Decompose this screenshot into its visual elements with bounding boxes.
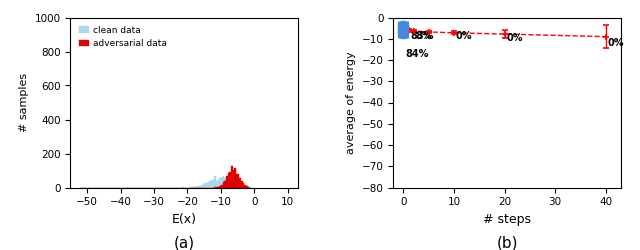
- Bar: [229, 180, 231, 188]
- Bar: [214, 187, 216, 188]
- Bar: [201, 185, 202, 188]
- Bar: [248, 187, 250, 188]
- Bar: [206, 183, 207, 188]
- Text: 0%: 0%: [456, 31, 472, 41]
- Bar: [236, 174, 237, 188]
- Bar: [241, 185, 243, 188]
- Bar: [246, 186, 248, 188]
- X-axis label: E(x): E(x): [172, 213, 196, 226]
- Bar: [211, 180, 212, 188]
- Bar: [234, 168, 236, 188]
- Bar: [224, 181, 226, 188]
- Bar: [207, 182, 209, 188]
- Bar: [244, 186, 246, 188]
- Bar: [232, 170, 234, 188]
- Bar: [194, 187, 196, 188]
- Bar: [243, 186, 244, 188]
- Bar: [239, 178, 241, 188]
- Bar: [246, 186, 248, 188]
- Bar: [216, 187, 218, 188]
- Bar: [218, 187, 220, 188]
- Bar: [221, 177, 223, 188]
- Bar: [196, 186, 198, 188]
- Bar: [248, 187, 250, 188]
- Bar: [232, 182, 234, 188]
- Text: 8%: 8%: [415, 31, 432, 41]
- Bar: [214, 176, 216, 188]
- Y-axis label: average of energy: average of energy: [346, 51, 356, 154]
- Bar: [193, 187, 194, 188]
- Bar: [236, 185, 237, 188]
- Bar: [221, 184, 223, 188]
- Bar: [198, 186, 199, 188]
- Bar: [202, 184, 204, 188]
- Bar: [216, 181, 218, 188]
- Bar: [209, 182, 211, 188]
- Bar: [189, 187, 191, 188]
- Text: 0%: 0%: [506, 34, 523, 43]
- Bar: [231, 182, 232, 188]
- Bar: [199, 186, 201, 188]
- Bar: [226, 180, 228, 188]
- Text: 84%: 84%: [405, 50, 428, 59]
- Bar: [237, 183, 239, 188]
- Bar: [237, 174, 239, 188]
- Bar: [204, 183, 206, 188]
- X-axis label: # steps: # steps: [483, 213, 531, 226]
- Bar: [239, 185, 241, 188]
- Bar: [224, 178, 226, 188]
- Bar: [223, 182, 224, 188]
- Bar: [250, 187, 251, 188]
- Bar: [226, 176, 228, 188]
- Bar: [244, 184, 246, 188]
- Bar: [212, 180, 214, 188]
- Bar: [229, 172, 231, 188]
- Bar: [241, 181, 243, 188]
- Bar: [243, 184, 244, 188]
- Text: (b): (b): [497, 235, 518, 250]
- Bar: [228, 173, 229, 188]
- Text: (a): (a): [173, 235, 195, 250]
- Bar: [234, 184, 236, 188]
- Legend: clean data, adversarial data: clean data, adversarial data: [75, 22, 170, 52]
- Bar: [231, 166, 232, 188]
- Text: 83%: 83%: [410, 31, 433, 41]
- Bar: [218, 179, 220, 188]
- Y-axis label: # samples: # samples: [19, 73, 29, 132]
- Bar: [228, 178, 229, 188]
- Text: 0%: 0%: [607, 38, 623, 48]
- Bar: [220, 186, 221, 188]
- Bar: [220, 178, 221, 188]
- Bar: [223, 176, 224, 188]
